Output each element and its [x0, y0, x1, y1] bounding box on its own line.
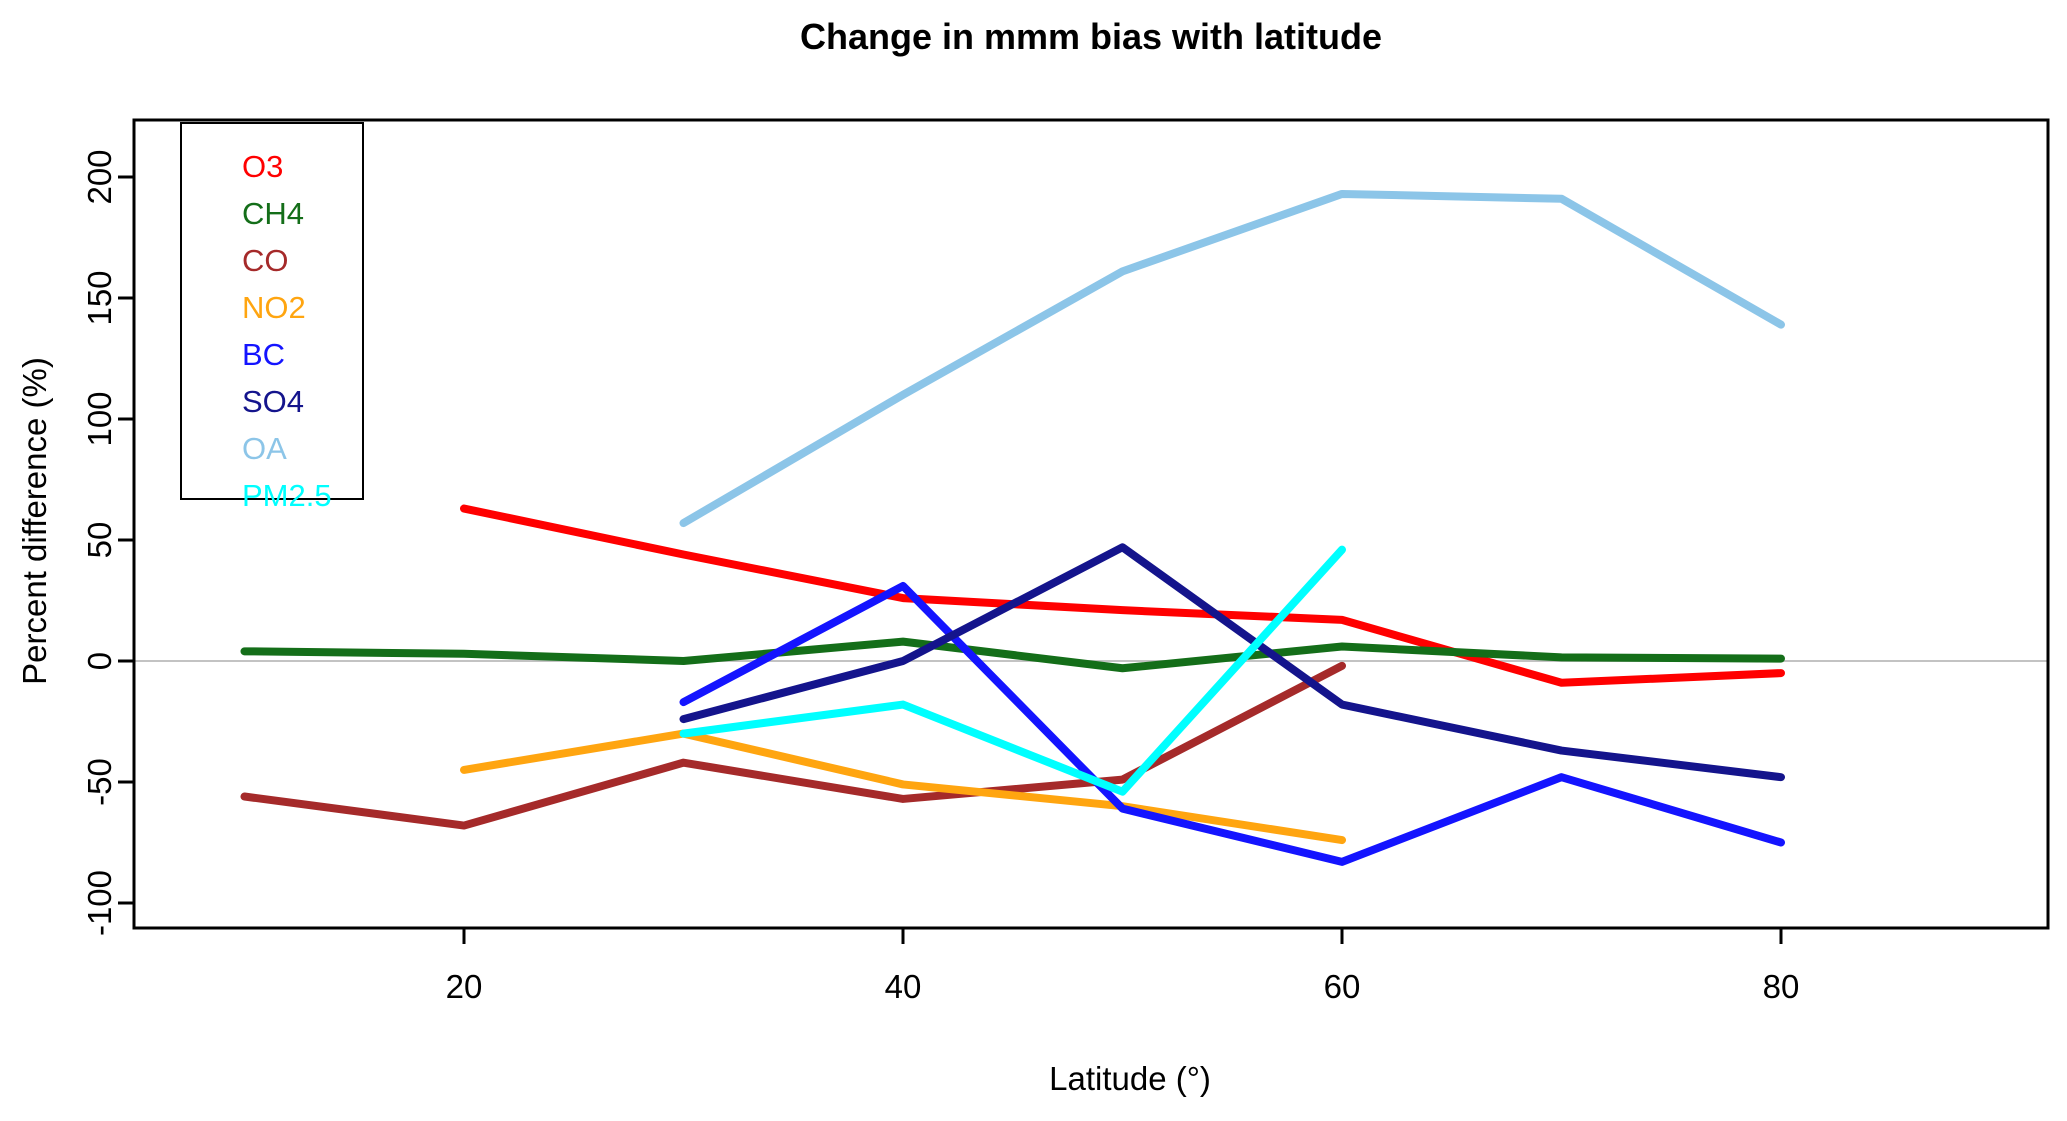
series-line-CO [240, 661, 1346, 830]
series-line-BC [679, 581, 1785, 866]
series-line-OA [679, 189, 1785, 528]
series-line-O3 [460, 504, 1785, 687]
legend-item-NO2: NO2 [242, 290, 306, 325]
legend-item-PM2.5: PM2.5 [242, 478, 332, 513]
series-line-PM2.5 [679, 545, 1346, 796]
x-tick-label-80: 80 [1762, 968, 1800, 1005]
legend-item-CH4: CH4 [242, 196, 305, 231]
x-axis-title: Latitude (°) [1049, 1060, 1211, 1097]
legend-item-O3: O3 [242, 149, 284, 184]
legend: O3 CH4 CO NO2 BC SO4 OA PM2.5 [180, 122, 364, 513]
legend-item-OA: OA [242, 431, 287, 466]
plot-border [132, 118, 2050, 930]
series-line-CH4 [240, 637, 1785, 673]
x-tick-label-60: 60 [1323, 968, 1361, 1005]
y-tick-label-200: 200 [81, 149, 118, 205]
legend-item-BC: BC [242, 337, 286, 372]
series-line-NO2 [460, 729, 1346, 845]
legend-item-CO: CO [242, 243, 289, 278]
chart-title: Change in mmm bias with latitude [799, 16, 1383, 57]
legend-item-SO4: SO4 [242, 384, 305, 419]
x-tick-label-20: 20 [445, 968, 483, 1005]
series-line-SO4 [679, 543, 1785, 782]
x-tick-label-40: 40 [884, 968, 922, 1005]
y-axis-title: Percent difference (%) [16, 357, 53, 685]
